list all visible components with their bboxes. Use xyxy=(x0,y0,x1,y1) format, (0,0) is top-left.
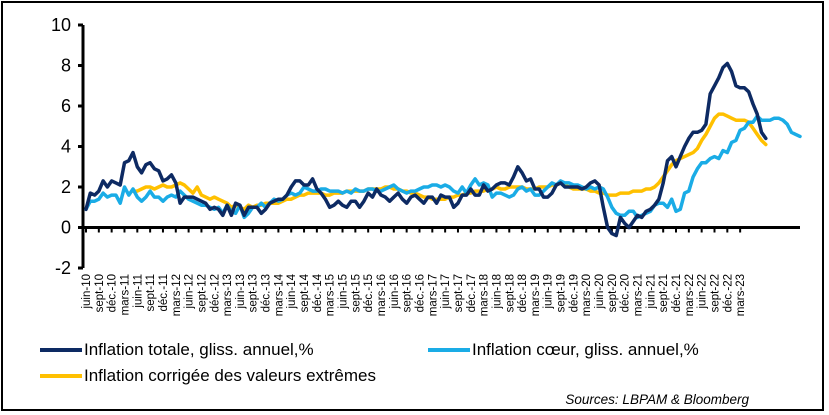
x-tick-label: mars-19 xyxy=(530,274,542,316)
x-tick-label: mars-12 xyxy=(171,274,183,316)
legend-item-trimmed: Inflation corrigée des valeurs extrêmes xyxy=(40,366,376,386)
x-tick-label: juin-15 xyxy=(338,274,350,310)
series-line-total xyxy=(84,61,768,238)
legend-swatch-core xyxy=(428,348,470,352)
x-tick-label: déc.-18 xyxy=(517,274,529,312)
x-tick-label: mars-23 xyxy=(735,274,747,316)
x-tick-label: sept-18 xyxy=(504,274,516,312)
x-tick-label: mars-21 xyxy=(633,274,645,316)
x-tick-label: déc.-19 xyxy=(568,274,580,312)
x-tick-label: sept-11 xyxy=(145,274,157,312)
x-tick-label: déc.-14 xyxy=(312,273,324,312)
legend-swatch-total xyxy=(40,348,82,352)
x-tick-label: sept-21 xyxy=(658,274,670,312)
series-line-trimmed xyxy=(131,112,768,212)
y-tick-label: 10 xyxy=(51,15,71,35)
x-tick-label: juin-10 xyxy=(81,274,93,310)
x-tick-label: juin-20 xyxy=(594,274,606,310)
x-tick-label: mars-14 xyxy=(273,273,285,316)
x-tick-label: juin-14 xyxy=(286,273,298,309)
x-tick-label: sept-15 xyxy=(350,274,362,312)
legend-label-trimmed: Inflation corrigée des valeurs extrêmes xyxy=(84,366,376,385)
x-tick-label: juin-12 xyxy=(184,274,196,310)
x-tick-label: déc.-16 xyxy=(414,274,426,312)
legend-swatch-trimmed xyxy=(40,374,82,378)
x-tick-label: juin-11 xyxy=(132,274,144,309)
legend-label-core: Inflation cœur, gliss. annuel,% xyxy=(472,340,699,359)
x-tick-label: juin-17 xyxy=(440,274,452,310)
x-tick-label: juin-18 xyxy=(491,274,503,310)
x-tick-label: mars-20 xyxy=(581,274,593,316)
y-tick-label: 4 xyxy=(61,137,71,157)
x-tick-label: déc.-13 xyxy=(261,274,273,312)
x-tick-label: mars-16 xyxy=(376,274,388,316)
x-tick-label: mars-18 xyxy=(479,274,491,316)
x-tick-label: mars-17 xyxy=(427,274,439,316)
x-tick-label: juin-16 xyxy=(389,274,401,310)
x-tick-label: mars-11 xyxy=(119,274,131,315)
y-tick-label: 0 xyxy=(61,218,71,238)
x-tick-label: juin-13 xyxy=(235,274,247,310)
source-note: Sources: LBPAM & Bloomberg xyxy=(565,392,749,407)
x-tick-label: sept-17 xyxy=(453,274,465,312)
y-tick-label: 6 xyxy=(61,96,71,116)
x-tick-label: déc.-11 xyxy=(158,274,170,312)
x-tick-label: déc.-10 xyxy=(107,274,119,312)
x-tick-label: sept-16 xyxy=(402,274,414,312)
y-tick-label: -2 xyxy=(55,258,71,278)
x-tick-label: déc.-17 xyxy=(466,274,478,312)
x-axis: juin-10 sept-10 déc.-10 mars-11 juin-11 sept-… xyxy=(81,226,800,316)
x-tick-label: sept-22 xyxy=(709,274,721,312)
y-tick-label: 8 xyxy=(61,56,71,76)
x-tick-label: sept-12 xyxy=(196,274,208,312)
x-tick-label: déc.-20 xyxy=(620,274,632,312)
x-tick-label: juin-19 xyxy=(543,274,555,310)
x-tick-label: juin-21 xyxy=(645,274,657,310)
x-tick-label: mars-22 xyxy=(684,274,696,316)
x-tick-label: sept-13 xyxy=(248,274,260,312)
x-tick-label: sept-19 xyxy=(556,274,568,312)
x-tick-label: sept-20 xyxy=(607,274,619,312)
x-tick-label: déc.-21 xyxy=(671,274,683,312)
legend-label-total: Inflation totale, gliss. annuel,% xyxy=(84,340,314,359)
x-tick-label: déc.-15 xyxy=(363,274,375,312)
legend-item-core: Inflation cœur, gliss. annuel,% xyxy=(428,340,699,360)
x-tick-label: mars-15 xyxy=(325,274,337,316)
x-tick-label: déc.-22 xyxy=(722,274,734,312)
series-lines xyxy=(84,61,802,238)
x-tick-label: juin-22 xyxy=(697,274,709,310)
x-tick-label: déc.-12 xyxy=(209,274,221,312)
legend-item-total: Inflation totale, gliss. annuel,% xyxy=(40,340,314,360)
y-tick-label: 2 xyxy=(61,177,71,197)
x-tick-label: sept-14 xyxy=(299,273,311,312)
x-tick-label: mars-13 xyxy=(222,274,234,316)
y-axis: -2 0 2 4 6 8 10 xyxy=(51,15,85,278)
x-tick-label: sept-10 xyxy=(94,274,106,312)
